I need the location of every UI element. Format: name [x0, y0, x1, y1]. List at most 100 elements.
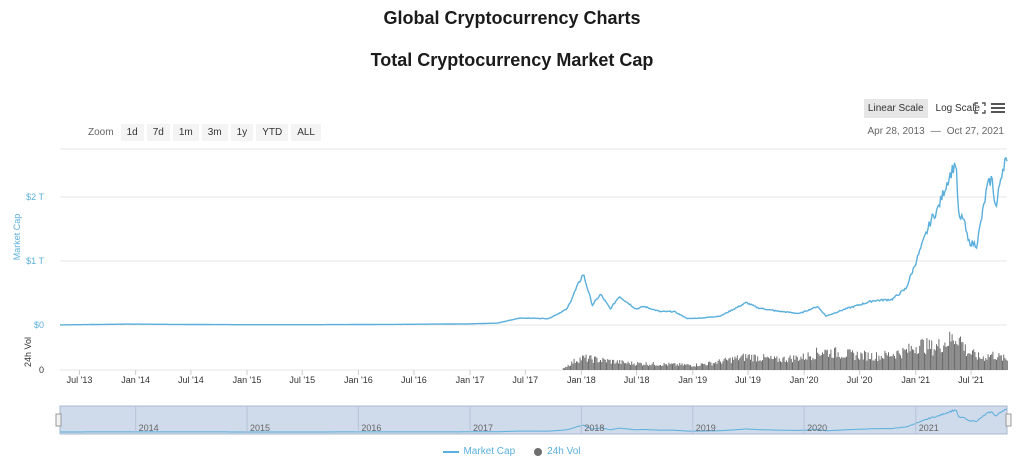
date-range: Apr 28, 2013 — Oct 27, 2021 — [867, 126, 1004, 137]
zoom-1y-button[interactable]: 1y — [230, 124, 254, 141]
volume-bar — [928, 339, 930, 370]
volume-bar — [744, 360, 745, 370]
zoom-3m-button[interactable]: 3m — [201, 124, 228, 141]
volume-bar — [810, 356, 811, 370]
volume-bar — [757, 356, 759, 370]
x-tick-label: Jul '21 — [958, 375, 984, 385]
volume-bar — [750, 359, 751, 370]
volume-bar — [993, 359, 995, 370]
volume-bar — [829, 354, 831, 370]
line-swatch-icon — [443, 450, 460, 453]
volume-bar — [698, 366, 700, 370]
volume-bar — [831, 357, 833, 370]
volume-bar — [596, 357, 598, 370]
volume-bar — [872, 360, 874, 370]
volume-bar — [830, 349, 832, 370]
volume-bar — [693, 366, 695, 370]
page-title: Global Cryptocurrency Charts — [383, 8, 641, 28]
volume-bar — [808, 356, 810, 370]
volume-bar — [668, 362, 670, 370]
volume-bar — [716, 363, 718, 370]
volume-bar — [950, 341, 952, 370]
volume-bar — [874, 358, 876, 370]
zoom-ytd-button[interactable]: YTD — [256, 124, 289, 141]
volume-bar — [802, 353, 804, 370]
volume-bar — [638, 363, 640, 370]
volume-bar — [738, 360, 739, 370]
volume-bar — [604, 359, 606, 370]
volume-bar — [644, 365, 646, 370]
volume-bar — [624, 363, 625, 370]
volume-bar — [598, 361, 600, 370]
dot-swatch-icon — [534, 447, 543, 456]
volume-bar — [784, 362, 786, 370]
zoom-7d-button[interactable]: 7d — [146, 124, 170, 141]
volume-bar — [573, 358, 575, 370]
zoom-1m-button[interactable]: 1m — [172, 124, 199, 141]
volume-bar — [726, 359, 727, 370]
legend-item-volume[interactable]: 24h Vol — [533, 446, 581, 457]
volume-bar — [753, 354, 755, 370]
volume-bar — [892, 353, 894, 370]
volume-bar — [807, 352, 809, 370]
volume-bar — [948, 345, 949, 370]
volume-bar — [795, 355, 797, 370]
date-to-field[interactable]: Oct 27, 2021 — [946, 126, 1004, 137]
volume-bar — [1006, 360, 1008, 370]
volume-bar — [914, 353, 916, 370]
volume-bar — [908, 343, 910, 370]
volume-bar — [986, 359, 988, 370]
volume-bar — [858, 358, 859, 370]
x-tick-label: Jan '17 — [456, 375, 485, 385]
volume-bar — [819, 355, 821, 370]
volume-bar — [780, 361, 781, 370]
zoom-label: Zoom — [88, 127, 114, 138]
volume-bar — [583, 355, 585, 370]
navigator-handle-left — [55, 413, 62, 427]
volume-bar — [740, 356, 742, 370]
volume-bar — [867, 352, 869, 370]
volume-bar — [937, 346, 939, 370]
menu-icon[interactable] — [990, 100, 1006, 116]
volume-bar — [650, 365, 652, 370]
volume-bar — [972, 350, 973, 370]
linear-scale-button[interactable]: Linear Scale — [863, 99, 928, 118]
volume-bar — [783, 356, 785, 370]
x-tick-label: Jul '14 — [178, 375, 204, 385]
fullscreen-icon[interactable] — [972, 100, 988, 116]
volume-bar — [904, 349, 906, 370]
volume-bar — [681, 363, 683, 370]
volume-bar — [985, 358, 987, 370]
volume-bar — [775, 358, 777, 370]
volume-bar — [788, 357, 790, 370]
volume-bar — [805, 358, 807, 370]
volume-bar — [804, 359, 805, 370]
volume-bar — [870, 359, 871, 370]
legend-item-market-cap[interactable]: Market Cap — [443, 446, 515, 457]
volume-bar — [646, 364, 648, 370]
volume-bar — [630, 365, 631, 370]
scale-toggle: Linear Scale Log Scale — [863, 99, 984, 118]
volume-bar — [660, 365, 661, 370]
volume-bar — [772, 359, 774, 370]
volume-bar — [765, 357, 767, 370]
y-tick-label: $1 T — [26, 256, 44, 266]
volume-bar — [868, 359, 870, 370]
legend-label-volume: 24h Vol — [547, 446, 581, 457]
volume-bar — [652, 362, 654, 370]
volume-bar — [592, 362, 594, 370]
zoom-all-button[interactable]: ALL — [291, 124, 321, 141]
volume-bar — [866, 360, 868, 370]
volume-bar — [918, 353, 919, 370]
zoom-1d-button[interactable]: 1d — [120, 124, 144, 141]
date-from-field[interactable]: Apr 28, 2013 — [867, 126, 925, 137]
volume-bar — [682, 365, 684, 370]
volume-bar — [649, 364, 651, 370]
volume-bar — [729, 357, 731, 370]
volume-bar — [724, 357, 726, 370]
log-scale-button[interactable]: Log Scale — [932, 99, 984, 118]
volume-bar — [799, 359, 801, 370]
volume-bar — [688, 365, 690, 370]
volume-bar — [877, 361, 879, 370]
volume-bar — [814, 359, 816, 370]
